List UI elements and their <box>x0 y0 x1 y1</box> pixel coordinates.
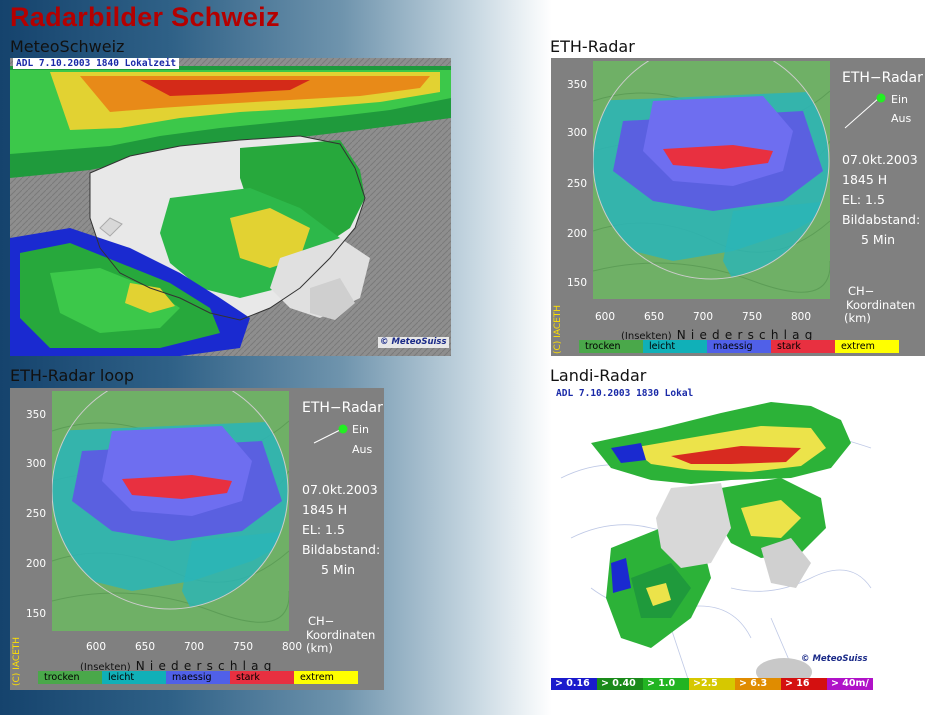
eth-title: ETH−Radar <box>842 70 923 86</box>
eth-radar-image[interactable]: 350 300 250 200 150 600 650 700 750 800 … <box>551 58 925 356</box>
eth-legend-item: leicht <box>643 340 707 353</box>
eth-loop-date: 07.0kt.2003 <box>302 482 378 497</box>
eth-ein-toggle[interactable]: Ein <box>891 93 908 106</box>
eth-legend-item: stark <box>771 340 835 353</box>
eth-date: 07.0kt.2003 <box>842 152 918 167</box>
eth-loop-ytick: 200 <box>25 558 46 570</box>
eth-copyright: (C) IACETH <box>553 304 563 354</box>
eth-loop-coord-line2: Koordinaten <box>306 628 376 642</box>
eth-radar-loop-map <box>52 391 289 631</box>
landi-legend-item: > 40m/ <box>827 678 873 690</box>
eth-elevation: EL: 1.5 <box>842 192 885 207</box>
eth-legend-item: extrem <box>835 340 899 353</box>
eth-bildabstand-value: 5 Min <box>861 232 896 247</box>
eth-loop-xtick: 650 <box>134 641 156 653</box>
eth-legend-item: maessig <box>707 340 771 353</box>
eth-ytick: 300 <box>566 127 587 139</box>
meteoschweiz-radar-image[interactable]: ADL 7.10.2003 1840 Lokalzeit © MeteoSuis… <box>10 58 451 356</box>
eth-xtick: 600 <box>594 311 616 323</box>
landi-legend-item: >2.5 <box>689 678 735 690</box>
eth-ytick: 200 <box>566 228 587 240</box>
landi-legend-item: > 0.40 <box>597 678 643 690</box>
eth-loop-toggle-line-icon <box>313 424 348 444</box>
eth-loop-legend-item: maessig <box>166 671 230 684</box>
eth-radar-label: ETH-Radar <box>550 37 635 56</box>
eth-loop-legend: trocken leicht maessig stark extrem <box>38 671 358 684</box>
eth-legend-item: trocken <box>579 340 643 353</box>
eth-loop-coord-line1: CH− <box>308 614 335 628</box>
eth-loop-legend-item: stark <box>230 671 294 684</box>
landi-timestamp: ADL 7.10.2003 1830 Lokal <box>556 388 694 399</box>
eth-loop-elevation: EL: 1.5 <box>302 522 345 537</box>
eth-xtick: 800 <box>790 311 812 323</box>
eth-xtick: 750 <box>741 311 763 323</box>
eth-coord-line2: Koordinaten <box>846 298 916 312</box>
eth-loop-ytick: 250 <box>25 508 46 520</box>
landi-legend: > 0.16 > 0.40 > 1.0 >2.5 > 6.3 > 16 > 40… <box>551 678 873 690</box>
eth-loop-xlabel-prefix: (Insekten) <box>80 662 131 673</box>
meteoschweiz-label: MeteoSchweiz <box>10 37 125 56</box>
eth-loop-bildabstand-value: 5 Min <box>321 562 356 577</box>
eth-loop-ytick: 350 <box>25 409 46 421</box>
eth-coord-line1: CH− <box>848 284 875 298</box>
eth-xlabel: (Insekten) Niederschlag <box>621 324 818 343</box>
landi-legend-item: > 6.3 <box>735 678 781 690</box>
landi-legend-item: > 1.0 <box>643 678 689 690</box>
eth-loop-coord-line3: (km) <box>306 641 333 655</box>
eth-legend: trocken leicht maessig stark extrem <box>579 340 899 353</box>
eth-loop-legend-item: leicht <box>102 671 166 684</box>
eth-xtick: 700 <box>692 311 714 323</box>
eth-loop-bildabstand-label: Bildabstand: <box>302 542 381 557</box>
eth-time: 1845 H <box>842 172 888 187</box>
eth-loop-ytick: 300 <box>25 458 46 470</box>
eth-loop-time: 1845 H <box>302 502 348 517</box>
landi-radar-label: Landi-Radar <box>550 366 647 385</box>
eth-loop-copyright: (C) IACETH <box>12 636 22 686</box>
eth-loop-legend-item: extrem <box>294 671 358 684</box>
landi-radar-image[interactable]: ADL 7.10.2003 1830 Lokal © MeteoSuiss > … <box>551 388 876 690</box>
eth-radar-map <box>593 61 830 299</box>
eth-loop-legend-item: trocken <box>38 671 102 684</box>
eth-ytick: 250 <box>566 178 587 190</box>
eth-toggle-line-icon <box>844 93 886 129</box>
eth-loop-xlabel-main: Niederschlag <box>135 659 277 673</box>
eth-coord-line3: (km) <box>844 311 871 325</box>
eth-aus-toggle[interactable]: Aus <box>891 112 912 125</box>
eth-bildabstand-label: Bildabstand: <box>842 212 921 227</box>
eth-ytick: 350 <box>566 79 587 91</box>
meteoschweiz-timestamp: ADL 7.10.2003 1840 Lokalzeit <box>13 58 180 69</box>
eth-xlabel-prefix: (Insekten) <box>621 331 672 342</box>
eth-xtick: 650 <box>643 311 665 323</box>
eth-loop-xlabel: (Insekten) Niederschlag <box>80 655 277 674</box>
eth-loop-ein-toggle[interactable]: Ein <box>352 423 369 436</box>
landi-logo: © MeteoSuiss <box>801 654 868 664</box>
eth-loop-xtick: 800 <box>281 641 303 653</box>
eth-ytick: 150 <box>566 277 587 289</box>
eth-loop-title: ETH−Radar <box>302 400 383 416</box>
eth-xlabel-main: Niederschlag <box>676 328 818 342</box>
page-title: Radarbilder Schweiz <box>10 2 280 32</box>
eth-loop-ytick: 150 <box>25 608 46 620</box>
eth-radar-loop-image[interactable]: 350 300 250 200 150 600 650 700 750 800 … <box>10 388 384 690</box>
landi-legend-item: > 0.16 <box>551 678 597 690</box>
eth-loop-xtick: 700 <box>183 641 205 653</box>
eth-radar-loop-label: ETH-Radar loop <box>10 366 135 385</box>
meteoschweiz-logo: © MeteoSuiss <box>378 337 449 348</box>
eth-loop-xtick: 750 <box>232 641 254 653</box>
landi-legend-item: > 16 <box>781 678 827 690</box>
eth-loop-aus-toggle[interactable]: Aus <box>352 443 373 456</box>
eth-loop-xtick: 600 <box>85 641 107 653</box>
